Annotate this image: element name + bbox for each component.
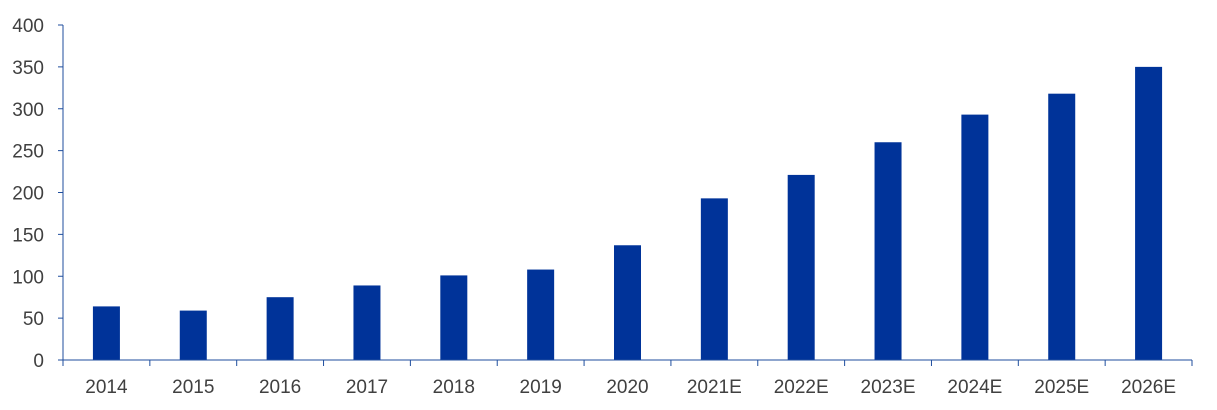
y-tick-label: 250 xyxy=(12,142,44,163)
x-tick-label: 2014 xyxy=(85,377,128,398)
bar-2023E xyxy=(874,142,902,360)
x-tick-label: 2016 xyxy=(259,377,301,398)
bar-2026E xyxy=(1135,66,1163,361)
x-tick-label: 2017 xyxy=(346,377,388,398)
bar-2017 xyxy=(353,285,381,360)
y-tick-label: 350 xyxy=(12,58,44,79)
bar-2025E xyxy=(1048,93,1076,361)
x-tick-label: 2025E xyxy=(1034,377,1089,398)
bars-group xyxy=(92,66,1163,361)
y-tick-label: 0 xyxy=(33,351,44,372)
x-axis: 2014 2015 2016 2017 2018 2019 2020 2021E 2022E 20… xyxy=(62,359,1193,398)
bar-2018 xyxy=(440,275,468,360)
bar-2014 xyxy=(92,306,120,360)
x-tick-label: 2021E xyxy=(687,377,742,398)
y-tick-label: 50 xyxy=(23,309,44,330)
y-tick-label: 200 xyxy=(12,184,44,205)
bar-2016 xyxy=(266,297,294,360)
y-tick-label: 400 xyxy=(12,16,44,37)
bar-2019 xyxy=(527,269,555,360)
x-tick-label: 2020 xyxy=(606,377,648,398)
x-tick-label: 2018 xyxy=(433,377,475,398)
x-tick-label: 2024E xyxy=(947,377,1002,398)
y-tick-label: 100 xyxy=(12,267,44,288)
x-tick-label: 2023E xyxy=(861,377,916,398)
y-axis: 0 50 100 150 200 250 300 350 400 xyxy=(12,16,64,372)
bar-2015 xyxy=(179,310,207,360)
bar-2021E xyxy=(700,198,728,360)
bar-2020 xyxy=(614,245,641,360)
x-tick-label: 2019 xyxy=(520,377,562,398)
bar-2022E xyxy=(787,174,815,360)
x-tick-label: 2026E xyxy=(1121,377,1176,398)
x-tick-label: 2022E xyxy=(774,377,829,398)
bar-2024E xyxy=(961,114,989,360)
y-tick-label: 300 xyxy=(12,100,44,121)
x-tick-label: 2015 xyxy=(172,377,214,398)
y-tick-label: 150 xyxy=(12,225,44,246)
